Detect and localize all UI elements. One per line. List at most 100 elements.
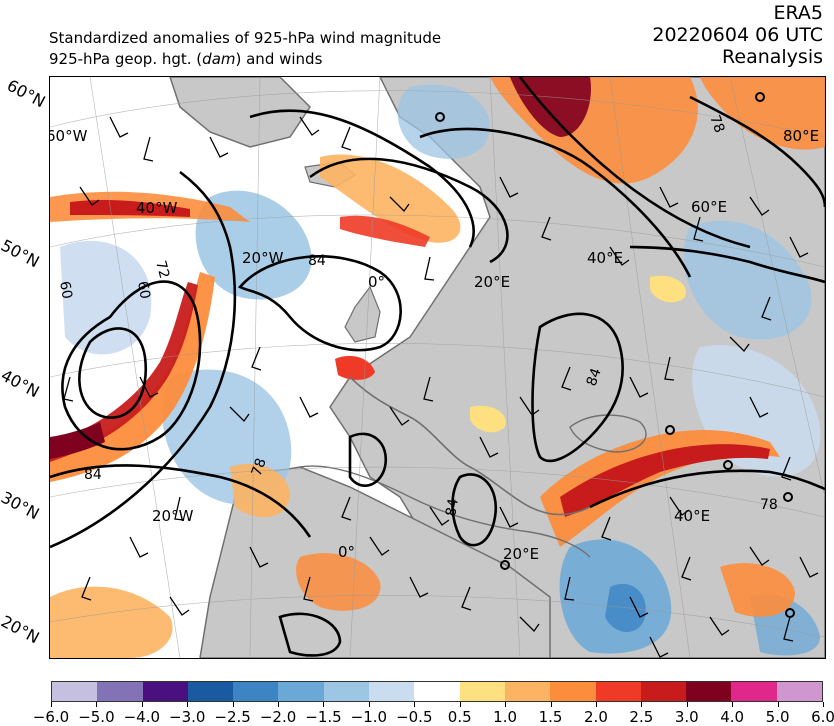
colorbar-tick: [51, 702, 52, 707]
colorbar-tick-label: 1.5: [538, 708, 563, 726]
lat-label-30n: 30°N: [0, 487, 43, 524]
title-line-2-suffix: ) and winds: [235, 50, 323, 68]
land-africa: [199, 466, 551, 658]
colorbar-tick: [777, 702, 779, 707]
lon-label-40e: 40°E: [587, 249, 623, 267]
anomaly-blue-5: [605, 583, 646, 632]
lon-labels: 60°W 40°W 20°W 0° 20°E 40°E 60°E 80°E 20…: [50, 127, 819, 563]
colorbar-tick-label: −3.0: [169, 708, 206, 726]
anomaly-nw-russia: [700, 77, 825, 150]
lat-label-20n: 20°N: [0, 611, 43, 648]
colorbar-cell: [550, 682, 596, 701]
lon-label-20e-bottom: 20°E: [503, 545, 539, 563]
coastline-black-sea: [569, 414, 647, 453]
colorbar-tick-label: −6.0: [32, 708, 70, 726]
colorbar-tick: [823, 702, 824, 707]
colorbar-tick-label: 1.0: [493, 708, 518, 726]
colorbar-cell: [323, 682, 370, 701]
colorbar-cell: [776, 682, 823, 701]
land-britain: [344, 285, 381, 343]
colorbar-cell: [233, 682, 279, 701]
lat-label-50n: 50°N: [0, 235, 43, 272]
lat-label-40n: 40°N: [0, 365, 43, 402]
colorbar-tick: [732, 702, 734, 707]
colorbar-cell: [686, 682, 732, 701]
anomaly-jet-atlantic: [50, 272, 215, 482]
anomaly-africa-1: [230, 463, 290, 518]
land-greenland: [169, 77, 311, 148]
colorbar-tick-label: 0.5: [447, 708, 472, 726]
colorbar-tick-label: 5.0: [765, 708, 790, 726]
colorbar-cell: [414, 682, 460, 701]
colorbar-tick: [368, 702, 370, 707]
colorbar-cell: [97, 682, 143, 701]
colorbar-cell: [369, 682, 415, 701]
colorbar-tick-label: −0.5: [396, 708, 433, 726]
colorbar-tick: [232, 702, 234, 707]
colorbar-cell: [595, 682, 641, 701]
contour-label-5: 84: [84, 467, 102, 483]
anomaly-norway-core: [340, 215, 430, 247]
colorbar-cell: [459, 682, 505, 701]
title-line-2-unit: dam: [202, 50, 236, 68]
lon-label-20e: 20°E: [474, 273, 510, 291]
anomaly-arabia: [720, 563, 795, 617]
colorbar-cell: [52, 682, 98, 701]
colorbar-tick: [595, 702, 597, 707]
contour-label-7: 84: [443, 497, 462, 517]
anomaly-africa-2: [50, 586, 173, 658]
colorbar-tick: [278, 702, 280, 707]
anomaly-norway: [320, 154, 461, 243]
lon-label-80e: 80°E: [783, 127, 819, 145]
lon-label-60e: 60°E: [691, 198, 727, 216]
contour-label-8: 84: [584, 366, 605, 388]
colorbar-tick: [505, 702, 507, 707]
lon-label-60w: 60°W: [50, 127, 88, 145]
contour-label-2: 72: [152, 259, 172, 280]
colorbar-tick: [459, 702, 461, 707]
colorbar: [51, 681, 823, 702]
figure-title: Standardized anomalies of 925-hPa wind m…: [49, 28, 441, 70]
contour-label-9: 78: [760, 497, 778, 513]
colorbar-tick-label: −2.0: [259, 708, 297, 726]
title-line-2: 925-hPa geop. hgt. (dam) and winds: [49, 49, 441, 70]
anomaly-med-east-core: [560, 444, 770, 517]
contour-labels: 84 72 60 60 84 78 84 84 78 78: [56, 113, 778, 518]
anomaly-blue-7: [397, 84, 490, 159]
colorbar-tick-label: −1.0: [350, 708, 388, 726]
contour-label-10: 78: [706, 113, 727, 135]
colorbar-tick-label: 6.0: [811, 708, 834, 726]
figure-meta: ERA5 20220604 06 UTC Reanalysis: [652, 2, 823, 68]
contour-label-3: 60: [134, 280, 153, 300]
lon-label-40w: 40°W: [136, 199, 178, 217]
colorbar-tick-label: 2.5: [629, 708, 654, 726]
colorbar-tick: [187, 702, 189, 707]
colorbar-tick-label: −5.0: [78, 708, 115, 726]
datetime-label: 20220604 06 UTC: [652, 24, 823, 46]
title-line-1: Standardized anomalies of 925-hPa wind m…: [49, 29, 442, 47]
small-contour-circles: [435, 92, 795, 618]
product-label: Reanalysis: [722, 46, 823, 68]
colorbar-tick-label: −4.0: [123, 708, 161, 726]
contour-label-4: 60: [56, 280, 75, 300]
anomaly-blue-6: [683, 220, 812, 340]
title-line-2-prefix: 925-hPa geop. hgt. (: [49, 50, 203, 68]
colorbar-ticks: −6.0 −5.0 −4.0 −3.0 −2.5 −2.0 −1.5 −1.0 −0.5 0.5 1…: [33, 702, 834, 726]
colorbar-cell: [640, 682, 687, 701]
lon-label-20w-bottom: 20°W: [152, 507, 194, 525]
anomaly-med-east: [540, 430, 780, 547]
colorbar-tick: [686, 702, 688, 707]
colorbar-cell: [278, 682, 324, 701]
map-panel: 84 72 60 60 84 78 84 84 78 78: [49, 76, 826, 659]
anomaly-small-1: [650, 275, 686, 303]
coastline-europe: [349, 376, 591, 516]
colorbar-tick: [641, 702, 643, 707]
lon-label-40e-bottom: 40°E: [674, 507, 710, 525]
lon-label-20w: 20°W: [242, 249, 284, 267]
lon-label-0: 0°: [368, 273, 385, 291]
colorbar-cell: [142, 682, 188, 701]
colorbar-cell: [731, 682, 777, 701]
colorbar-cell: [504, 682, 551, 701]
lon-label-0-bottom: 0°: [338, 543, 355, 561]
colorbar-cell: [187, 682, 234, 701]
